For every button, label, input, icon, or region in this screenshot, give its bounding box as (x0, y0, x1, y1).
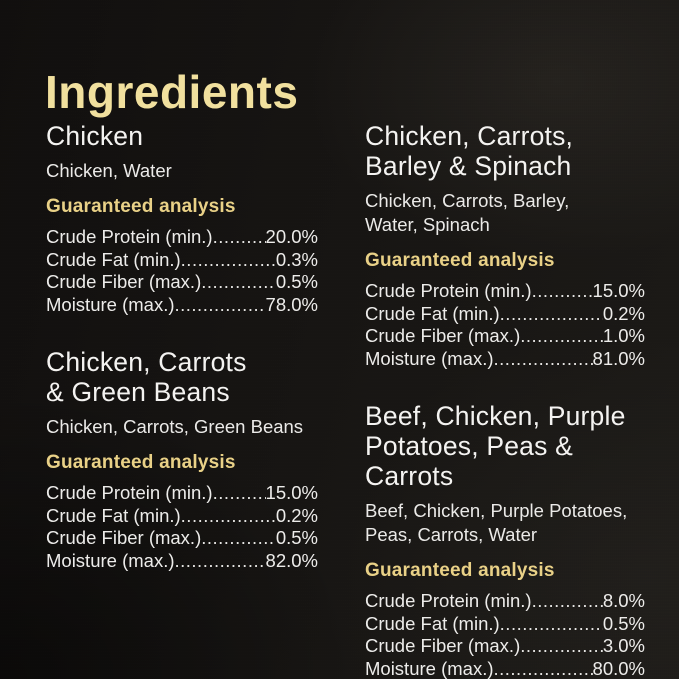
analysis-label: Crude Protein (min.) (365, 590, 532, 611)
analysis-value: 0.5% (275, 271, 318, 292)
product-card-chicken-carrots-barley-spinach: Chicken, Carrots, Barley & Spinach Chick… (365, 121, 645, 370)
analysis-value: 78.0% (265, 293, 318, 315)
analysis-value: 0.2% (602, 302, 645, 324)
analysis-value: 15.0% (265, 482, 318, 503)
product-card-chicken: Chicken Chicken, Water Guaranteed analys… (46, 121, 318, 316)
analysis-label: Crude Fiber (max.) (365, 635, 521, 656)
analysis-label: Crude Fat (min.) (365, 612, 500, 634)
analysis-row: Crude Fiber (max.) .....................… (365, 325, 645, 348)
page-title: Ingredients (45, 65, 299, 118)
dot-leader: ........................................… (180, 248, 276, 270)
analysis-row: Crude Protein (min.) ...................… (46, 482, 318, 505)
product-ingredients: Beef, Chicken, Purple Potatoes, Peas, Ca… (365, 500, 628, 545)
product-ingredients: Chicken, Carrots, Green Beans (46, 416, 304, 437)
analysis-row: Crude Fat (min.) .......................… (365, 613, 645, 636)
analysis-heading: Guaranteed analysis (365, 560, 555, 581)
product-name: Chicken, Carrots & Green Beans (46, 347, 247, 407)
dot-leader: ........................................… (499, 612, 603, 634)
analysis-label: Moisture (max.) (46, 549, 175, 571)
analysis-row: Crude Fiber (max.) .....................… (365, 635, 645, 658)
analysis-row: Crude Protein (min.) ...................… (46, 226, 318, 249)
analysis-label: Moisture (max.) (46, 293, 175, 315)
dot-leader: ........................................… (493, 347, 593, 369)
analysis-label: Crude Fat (min.) (365, 302, 500, 324)
analysis-row: Crude Fiber (max.) .....................… (46, 271, 318, 294)
analysis-label: Crude Protein (min.) (365, 280, 532, 301)
dot-leader: ........................................… (520, 325, 603, 346)
left-column: Chicken Chicken, Water Guaranteed analys… (46, 121, 318, 572)
analysis-row: Crude Fiber (max.) .....................… (46, 527, 318, 550)
right-column: Chicken, Carrots, Barley & Spinach Chick… (365, 121, 645, 679)
product-name: Beef, Chicken, Purple Potatoes, Peas & C… (365, 401, 626, 491)
analysis-label: Crude Fiber (max.) (46, 527, 202, 548)
analysis-label: Crude Fiber (max.) (46, 271, 202, 292)
analysis-table: Crude Protein (min.) ...................… (365, 280, 645, 370)
analysis-table: Crude Protein (min.) ...................… (46, 482, 318, 572)
analysis-heading: Guaranteed analysis (46, 452, 236, 473)
analysis-row: Moisture (max.) ........................… (365, 348, 645, 371)
analysis-row: Moisture (max.) ........................… (46, 550, 318, 573)
analysis-row: Crude Fat (min.) .......................… (46, 505, 318, 528)
analysis-value: 82.0% (265, 549, 318, 571)
analysis-row: Crude Fat (min.) .......................… (46, 249, 318, 272)
dot-leader: ........................................… (201, 271, 276, 292)
dot-leader: ........................................… (212, 226, 266, 247)
analysis-label: Crude Protein (min.) (46, 226, 213, 247)
analysis-row: Crude Protein (min.) ...................… (365, 590, 645, 613)
dot-leader: ........................................… (499, 302, 603, 324)
dot-leader: ........................................… (212, 482, 266, 503)
dot-leader: ........................................… (180, 504, 276, 526)
product-card-beef-chicken-purple-potatoes: Beef, Chicken, Purple Potatoes, Peas & C… (365, 401, 645, 679)
analysis-label: Crude Fat (min.) (46, 504, 181, 526)
dot-leader: ........................................… (201, 527, 276, 548)
analysis-value: 20.0% (265, 226, 318, 247)
analysis-row: Moisture (max.) ........................… (365, 658, 645, 679)
analysis-row: Crude Fat (min.) .......................… (365, 303, 645, 326)
analysis-value: 3.0% (602, 635, 645, 656)
dot-leader: ........................................… (531, 280, 593, 301)
analysis-value: 8.0% (602, 590, 645, 611)
product-name: Chicken (46, 121, 144, 151)
analysis-value: 0.2% (275, 504, 318, 526)
product-ingredients: Chicken, Carrots, Barley, Water, Spinach (365, 190, 570, 235)
analysis-value: 0.5% (602, 612, 645, 634)
dot-leader: ........................................… (531, 590, 603, 611)
analysis-label: Moisture (max.) (365, 347, 494, 369)
analysis-value: 80.0% (592, 657, 645, 679)
analysis-value: 1.0% (602, 325, 645, 346)
analysis-table: Crude Protein (min.) ...................… (46, 226, 318, 316)
analysis-heading: Guaranteed analysis (365, 250, 555, 271)
product-card-chicken-carrots-green-beans: Chicken, Carrots & Green Beans Chicken, … (46, 347, 318, 572)
analysis-value: 0.5% (275, 527, 318, 548)
analysis-label: Crude Fiber (max.) (365, 325, 521, 346)
product-name: Chicken, Carrots, Barley & Spinach (365, 121, 574, 181)
product-ingredients: Chicken, Water (46, 160, 172, 181)
analysis-label: Crude Fat (min.) (46, 248, 181, 270)
analysis-value: 15.0% (592, 280, 645, 301)
analysis-value: 0.3% (275, 248, 318, 270)
dot-leader: ........................................… (493, 657, 593, 679)
dot-leader: ........................................… (520, 635, 603, 656)
analysis-table: Crude Protein (min.) ...................… (365, 590, 645, 679)
analysis-value: 81.0% (592, 347, 645, 369)
analysis-label: Crude Protein (min.) (46, 482, 213, 503)
analysis-row: Crude Protein (min.) ...................… (365, 280, 645, 303)
analysis-label: Moisture (max.) (365, 657, 494, 679)
dot-leader: ........................................… (174, 293, 266, 315)
dot-leader: ........................................… (174, 549, 266, 571)
analysis-row: Moisture (max.) ........................… (46, 294, 318, 317)
analysis-heading: Guaranteed analysis (46, 196, 236, 217)
